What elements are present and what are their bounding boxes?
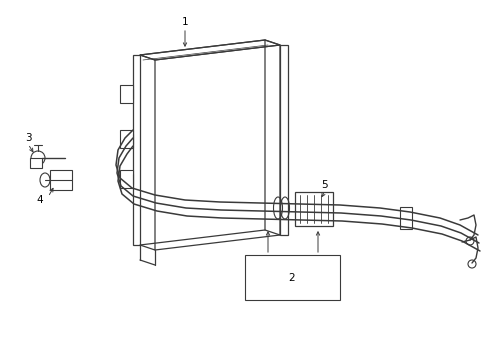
Text: 5: 5 xyxy=(321,180,327,190)
Text: 4: 4 xyxy=(37,195,43,205)
Bar xyxy=(30,158,42,168)
Bar xyxy=(244,255,339,300)
Bar xyxy=(133,55,140,245)
Bar xyxy=(50,170,72,190)
Bar xyxy=(120,130,133,148)
Bar xyxy=(294,192,332,226)
Text: 2: 2 xyxy=(288,273,295,283)
Bar xyxy=(399,207,411,229)
Text: 1: 1 xyxy=(182,17,188,27)
Text: 3: 3 xyxy=(24,133,31,143)
Bar xyxy=(120,85,133,103)
Bar xyxy=(120,170,133,188)
